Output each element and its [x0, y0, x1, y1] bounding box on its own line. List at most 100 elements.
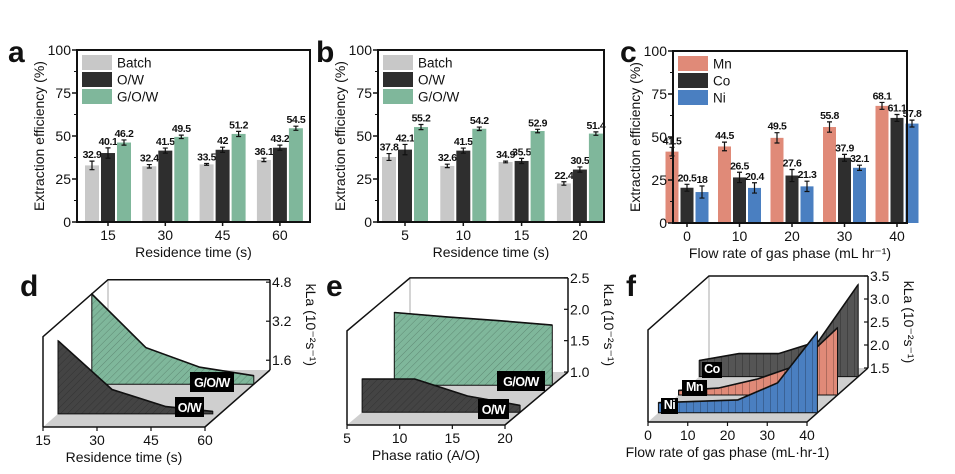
z-tick-label: 2.0 — [870, 337, 890, 353]
error-bar — [857, 164, 862, 171]
line-co — [699, 284, 859, 362]
y-tick-label: 75 — [356, 85, 372, 101]
data-label: 20.4 — [745, 171, 764, 183]
panel-label-d: d — [20, 270, 38, 303]
z-axis-label: kLa (10⁻²s⁻¹) — [601, 284, 617, 366]
error-bar — [909, 119, 915, 128]
error-bar — [894, 113, 900, 122]
error-bar — [774, 132, 780, 144]
data-label: 36.1 — [254, 146, 273, 158]
x-axis-label: Phase ratio (A/O) — [372, 447, 480, 463]
error-bar — [842, 153, 847, 162]
x-tick-label: 20 — [497, 430, 513, 446]
error-bar — [561, 181, 567, 186]
x-tick-label: 30 — [158, 227, 174, 243]
x-tick-label: 45 — [215, 227, 231, 243]
z-axis-label: kLa (10⁻²s⁻¹) — [303, 284, 319, 366]
bar-gow-10 — [472, 128, 487, 222]
series-label-box-ow — [478, 399, 509, 419]
error-bar — [535, 128, 541, 134]
legend-swatch-batch — [82, 55, 112, 70]
series-label-box-mn — [682, 380, 707, 396]
data-label: 51.4 — [586, 120, 605, 132]
x-axis-label: Flow rate of gas phase (mL·hr-1) — [626, 444, 830, 460]
data-label: 68.1 — [873, 90, 892, 102]
error-bar — [684, 183, 690, 192]
data-label: 21.3 — [798, 169, 817, 181]
x-axis-label: Residence time (s) — [66, 449, 183, 465]
error-bar — [293, 125, 299, 131]
series-label-ni: Ni — [664, 398, 676, 412]
y-tick-label: 25 — [356, 171, 372, 187]
bar-ow-15 — [101, 153, 115, 222]
data-label: 41.5 — [454, 136, 473, 148]
x-axis-label: Flow rate of gas phase (mL hr⁻¹) — [689, 245, 891, 261]
x-tick-label: 10 — [680, 427, 696, 443]
x-tick-label: 40 — [889, 228, 905, 244]
x-tick-label: 10 — [392, 430, 408, 446]
legend-label: Batch — [117, 56, 152, 71]
area-hatch-ow — [58, 340, 213, 414]
data-label: 54.2 — [470, 115, 489, 127]
data-label: 61.1 — [888, 102, 907, 114]
series-label-co: Co — [704, 362, 721, 376]
y-tick-label: 0 — [659, 215, 667, 231]
bar-gow-30 — [174, 136, 189, 222]
bar-ow-30 — [158, 150, 173, 222]
data-label: 32.1 — [850, 153, 869, 165]
legend-label: O/W — [418, 73, 445, 88]
panel-label-b: b — [316, 36, 334, 69]
error-bar — [752, 182, 757, 194]
bar-co-0 — [680, 187, 694, 223]
x-tick-label: 45 — [143, 432, 159, 448]
error-bar — [89, 160, 95, 171]
x-tick-label: 30 — [837, 228, 853, 244]
legend-label: Ni — [713, 91, 726, 106]
x-tick-label: 60 — [272, 227, 288, 243]
area-hatch-gow — [91, 294, 254, 385]
error-bar — [593, 131, 599, 136]
z-tick-label: 1.5 — [870, 360, 890, 376]
error-bar — [577, 166, 583, 173]
bar-ow-20 — [572, 169, 587, 222]
area-hatch-ni — [658, 331, 818, 413]
line-ni — [658, 331, 819, 404]
bar-batch-30 — [142, 166, 157, 222]
data-label: 57.8 — [903, 108, 922, 120]
error-bar — [178, 134, 184, 140]
data-label: 37.9 — [835, 142, 854, 154]
bar-gow-20 — [588, 133, 603, 222]
data-label: 37.8 — [380, 142, 399, 154]
z-tick-label: 3.2 — [272, 313, 292, 329]
bar-mn-20 — [770, 137, 784, 223]
bar-ow-45 — [215, 149, 230, 222]
error-bar — [879, 101, 885, 110]
error-bar — [220, 146, 226, 153]
bar-ow-5 — [398, 149, 412, 222]
error-bar — [236, 130, 242, 138]
data-label: 22.4 — [554, 170, 573, 182]
bar-co-20 — [785, 175, 799, 223]
bar-mn-10 — [718, 146, 731, 223]
panel-label-a: a — [8, 36, 25, 69]
legend-label: Batch — [418, 56, 453, 71]
x-tick-label: 10 — [732, 228, 748, 244]
data-label: 52.9 — [528, 117, 547, 129]
data-label: 54.5 — [286, 114, 305, 126]
x-tick-label: 30 — [89, 432, 105, 448]
bar-mn-40 — [875, 105, 889, 223]
x-tick-label: 10 — [456, 227, 472, 243]
y-axis-label: Extraction efficiency (%) — [31, 61, 47, 211]
wall-outline — [647, 275, 868, 422]
bar-ow-15 — [514, 160, 529, 222]
data-label: 41.5 — [156, 136, 175, 148]
z-tick-label: 2.0 — [570, 301, 590, 317]
z-tick-label: 2.5 — [570, 270, 590, 286]
x-tick-label: 0 — [644, 427, 652, 443]
error-bar — [827, 121, 832, 133]
data-label: 46.2 — [115, 128, 134, 140]
data-label: 32.9 — [83, 149, 102, 161]
panel-label-c: c — [620, 36, 637, 69]
legend-swatch-gow — [82, 89, 112, 104]
